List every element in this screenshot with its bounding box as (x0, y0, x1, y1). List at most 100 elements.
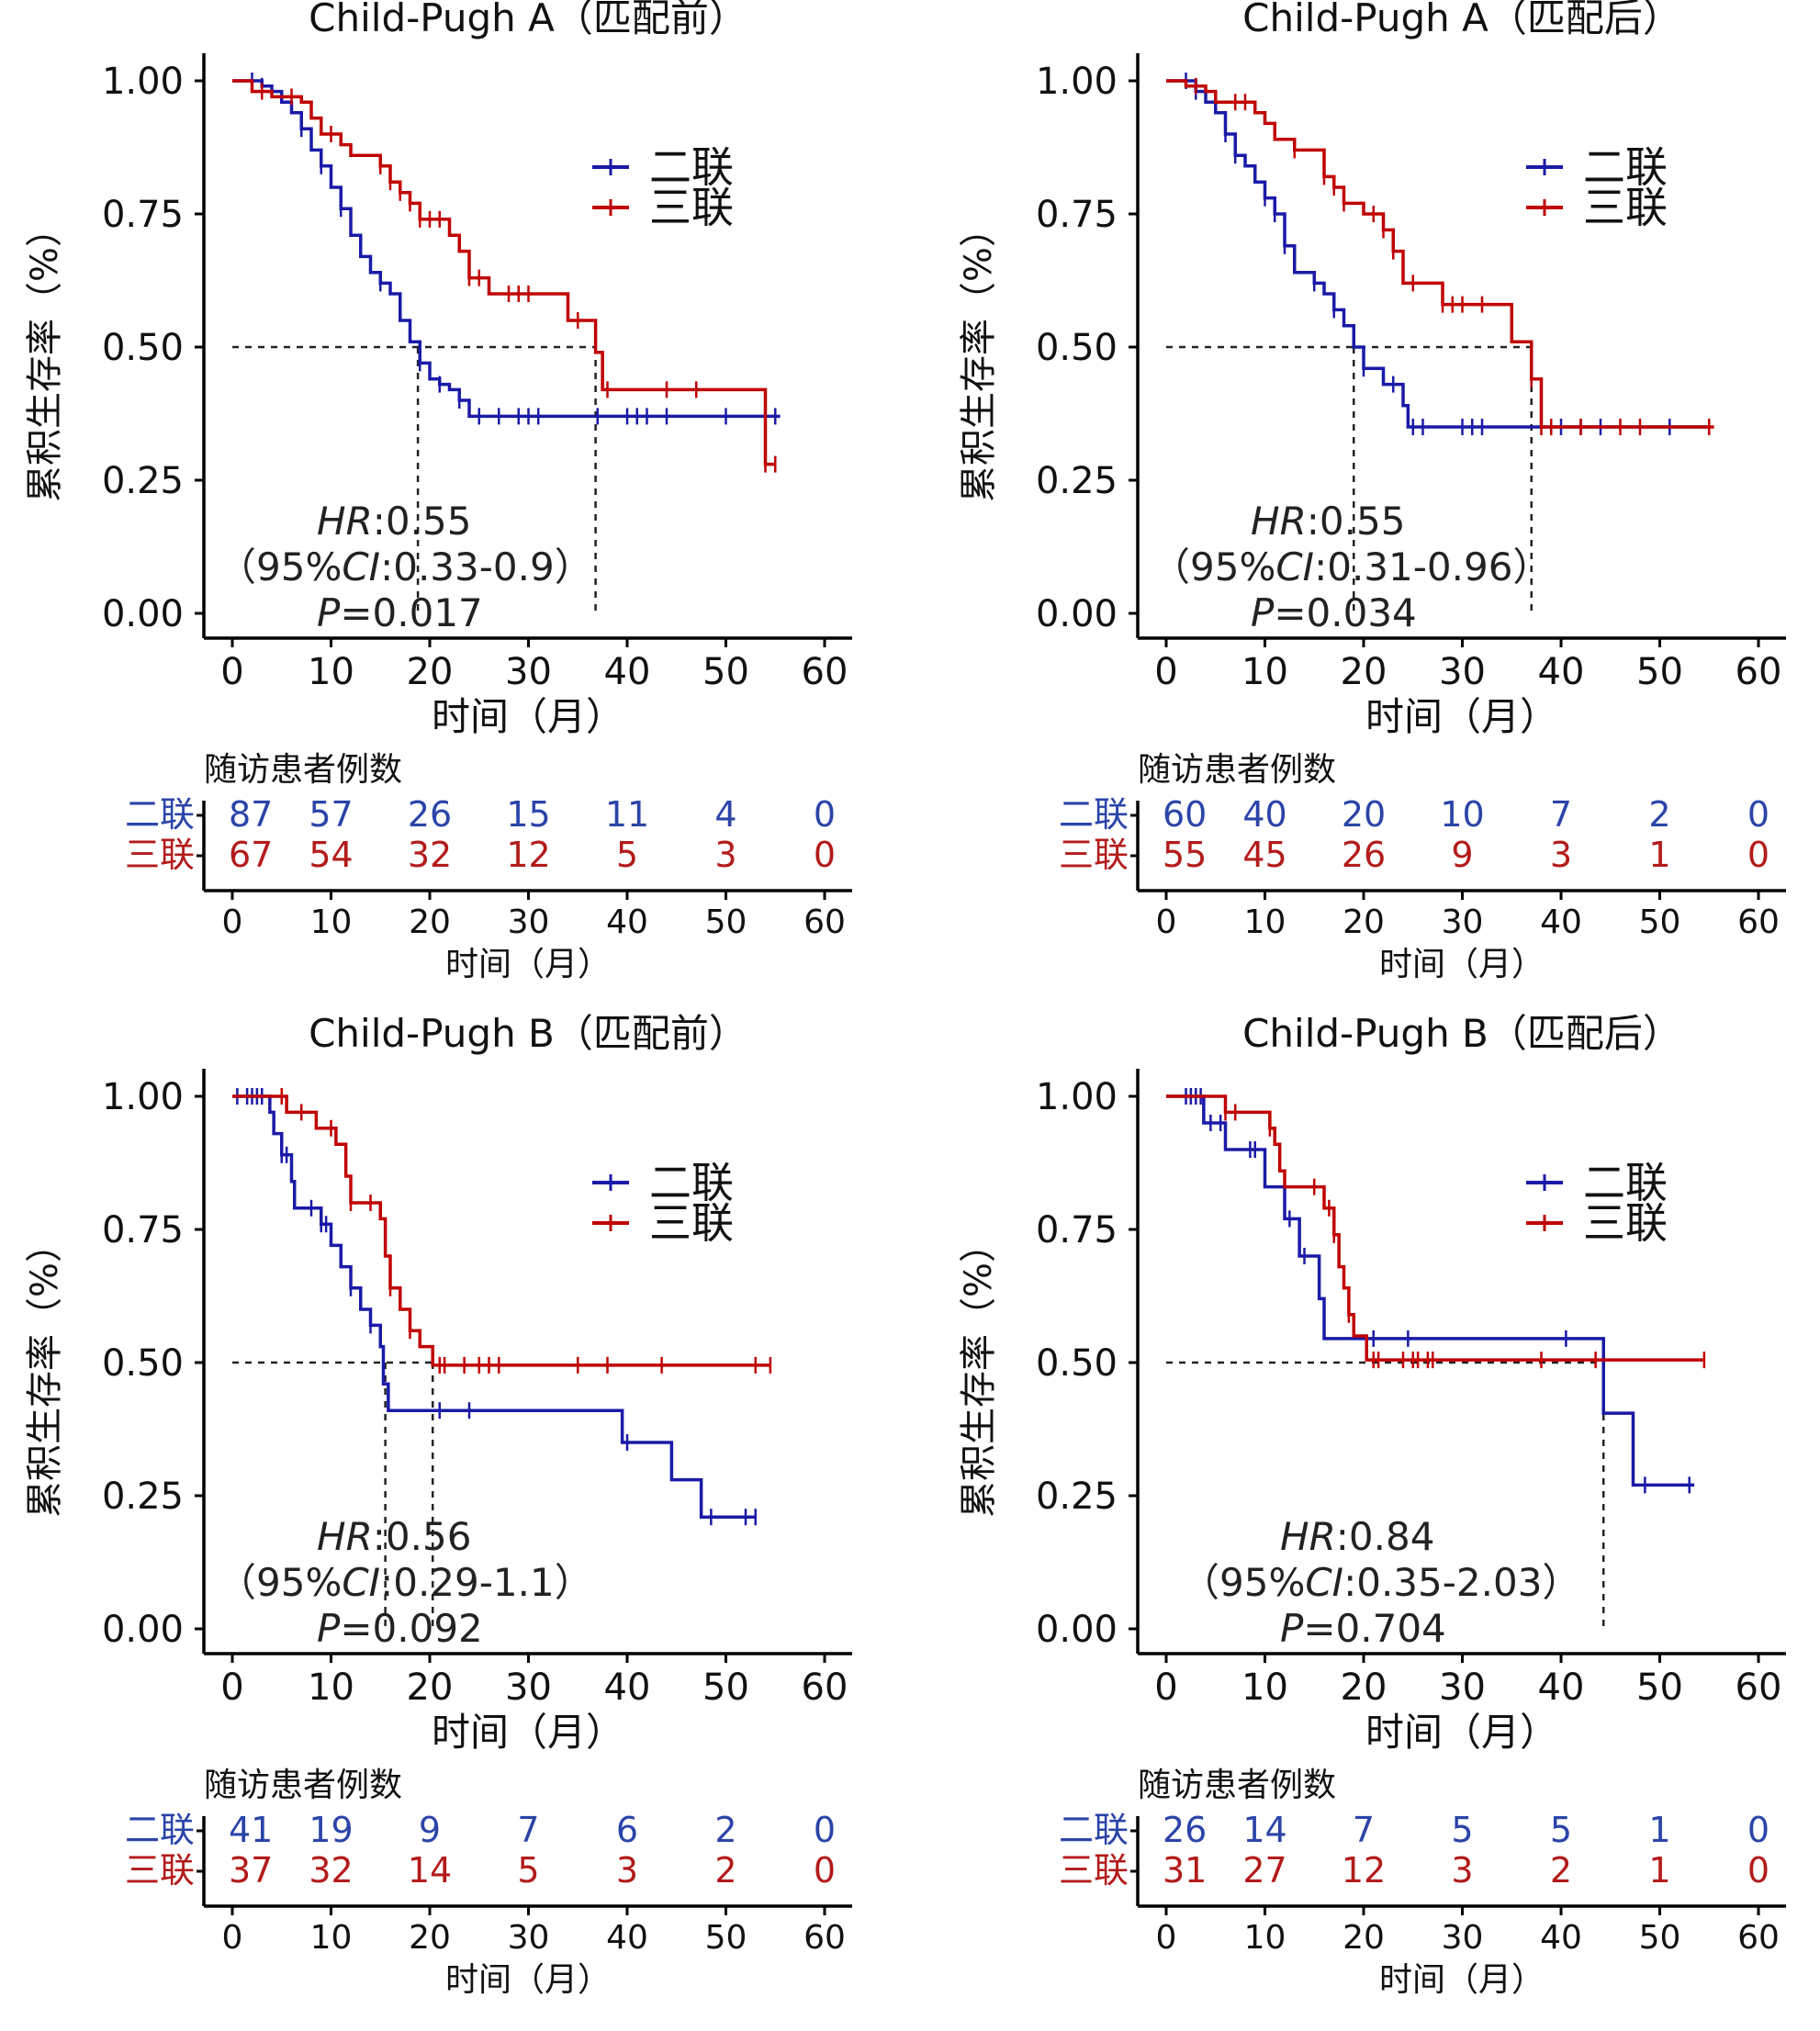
risk-count: 14 (1242, 1810, 1286, 1850)
y-tick-label: 1.00 (102, 61, 184, 103)
x-tick-label: 10 (1241, 1666, 1288, 1709)
p-annotation: P=0.017 (317, 590, 483, 635)
risk-count: 40 (1242, 794, 1286, 835)
x-tick-label: 20 (1341, 651, 1387, 693)
risk-count: 27 (1242, 1850, 1286, 1891)
survival-curve-triple (1166, 79, 1714, 429)
risk-x-tick-label: 20 (1343, 1919, 1385, 1957)
km-chart-svg: Child-Pugh A（匹配前） 0.00 0.25 0.50 0.75 1.00 0 10… (24, 0, 852, 983)
risk-x-axis-label: 时间（月） (1379, 946, 1545, 983)
x-tick-label: 10 (308, 1666, 354, 1709)
risk-table-title: 随访患者例数 (204, 1767, 402, 1804)
x-tick-label: 20 (1341, 1666, 1387, 1709)
x-axis-label: 时间（月） (432, 1710, 624, 1755)
x-tick-label: 40 (1538, 1666, 1585, 1709)
risk-count: 12 (506, 835, 550, 875)
y-axis-label: 累积生存率（%） (958, 210, 1000, 502)
risk-x-tick-label: 60 (803, 1919, 846, 1957)
x-tick-label: 50 (702, 651, 749, 693)
risk-count: 3 (616, 1850, 638, 1891)
legend-item: 三联 (592, 183, 734, 232)
risk-x-tick-label: 30 (508, 1919, 550, 1957)
y-tick-label: 0.50 (102, 327, 184, 369)
risk-row-label: 三联 (1059, 1850, 1129, 1891)
risk-row-label: 二联 (1059, 794, 1129, 835)
survival-curve-dual (232, 79, 781, 419)
risk-x-tick-label: 30 (1442, 903, 1484, 941)
risk-x-tick-label: 40 (1540, 1919, 1582, 1957)
risk-count: 0 (814, 1850, 836, 1891)
risk-count: 0 (814, 1810, 836, 1850)
hr-annotation: HR:0.84 (1280, 1514, 1434, 1559)
y-tick-label: 1.00 (1036, 1076, 1118, 1118)
x-tick-label: 50 (1636, 1666, 1683, 1709)
risk-row-label: 二联 (1059, 1810, 1129, 1850)
hr-annotation: HR:0.55 (1251, 499, 1405, 544)
legend-label: 三联 (649, 1198, 734, 1248)
risk-count: 14 (408, 1850, 452, 1891)
legend-item: 三联 (1526, 183, 1668, 232)
risk-count: 32 (309, 1850, 353, 1891)
risk-x-tick-label: 0 (222, 1919, 243, 1957)
risk-table-title: 随访患者例数 (204, 751, 402, 789)
p-annotation: P=0.092 (317, 1606, 483, 1651)
x-tick-label: 0 (1154, 1666, 1177, 1709)
y-tick-label: 0.75 (1036, 194, 1118, 236)
x-tick-label: 20 (407, 1666, 454, 1709)
legend-label: 三联 (649, 183, 734, 232)
risk-row-label: 三联 (125, 1850, 195, 1891)
hr-annotation: HR:0.55 (317, 499, 471, 544)
x-axis-label: 时间（月） (1365, 1710, 1558, 1755)
y-tick-label: 0.25 (1036, 1476, 1118, 1518)
risk-x-axis-label: 时间（月） (445, 1961, 611, 1999)
risk-count: 19 (309, 1810, 353, 1850)
risk-count: 2 (714, 1850, 736, 1891)
risk-count: 2 (714, 1810, 736, 1850)
survival-curve-dual (1166, 1094, 1695, 1487)
x-tick-label: 40 (604, 1666, 651, 1709)
risk-table-title: 随访患者例数 (1138, 751, 1336, 789)
legend-label: 二联 (1583, 142, 1668, 192)
x-tick-label: 50 (702, 1666, 749, 1709)
legend-item: 二联 (1526, 142, 1668, 192)
x-tick-label: 60 (802, 1666, 848, 1709)
risk-count: 5 (517, 1850, 539, 1891)
risk-row-label: 三联 (1059, 835, 1129, 875)
risk-x-axis-label: 时间（月） (1379, 1961, 1545, 1999)
risk-x-tick-label: 50 (1639, 903, 1681, 941)
risk-x-tick-label: 30 (1442, 1919, 1484, 1957)
risk-x-tick-label: 50 (705, 1919, 747, 1957)
risk-count: 10 (1440, 794, 1484, 835)
legend-item: 二联 (1526, 1158, 1668, 1207)
risk-row-label: 三联 (125, 835, 195, 875)
risk-count: 2 (1648, 794, 1670, 835)
y-tick-label: 0.00 (1036, 593, 1118, 635)
km-panel-a-before: Child-Pugh A（匹配前） 0.00 0.25 0.50 0.75 1.00 0 10… (0, 0, 910, 1016)
x-axis-label: 时间（月） (432, 694, 624, 739)
km-chart-svg: Child-Pugh B（匹配后）0.000.250.500.751.000 10… (958, 1011, 1786, 1999)
y-tick-label: 0.25 (102, 460, 184, 502)
risk-count: 2 (1550, 1850, 1572, 1891)
risk-count: 5 (1550, 1810, 1572, 1850)
x-tick-label: 60 (1736, 1666, 1782, 1709)
risk-count: 0 (814, 835, 836, 875)
risk-count: 45 (1242, 835, 1286, 875)
risk-x-tick-label: 10 (310, 1919, 353, 1957)
hr-annotation: HR:0.56 (317, 1514, 471, 1559)
y-tick-label: 0.50 (1036, 327, 1118, 369)
risk-count: 6 (616, 1810, 638, 1850)
risk-x-tick-label: 0 (1156, 903, 1177, 941)
x-tick-label: 30 (505, 1666, 552, 1709)
risk-count: 54 (309, 835, 353, 875)
y-tick-label: 1.00 (102, 1076, 184, 1118)
km-panel-a-after: Child-Pugh A（匹配后） 0.00 0.25 0.50 0.75 1.00 0 10… (910, 0, 1820, 1016)
risk-count: 3 (714, 835, 736, 875)
y-tick-label: 0.75 (1036, 1209, 1118, 1251)
km-chart-svg: Child-Pugh B（匹配前） 0.00 0.25 0.50 0.75 1.00 0 10… (24, 1011, 852, 1999)
risk-count: 0 (1747, 1850, 1769, 1891)
risk-count: 87 (229, 794, 273, 835)
legend-label: 三联 (1583, 1198, 1668, 1248)
risk-count: 7 (1550, 794, 1572, 835)
y-axis-label: 累积生存率（%） (24, 210, 66, 502)
survival-curve-triple (232, 1094, 770, 1367)
